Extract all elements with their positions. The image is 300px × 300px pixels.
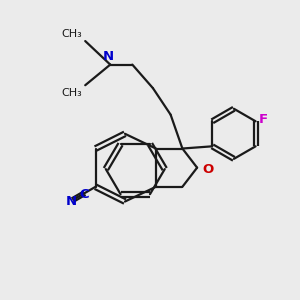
Text: CH₃: CH₃ (61, 88, 82, 98)
Text: CH₃: CH₃ (61, 29, 82, 39)
Text: N: N (65, 195, 76, 208)
Text: F: F (259, 113, 268, 126)
Text: O: O (202, 163, 214, 176)
Text: N: N (103, 50, 114, 63)
Text: C: C (80, 188, 89, 201)
